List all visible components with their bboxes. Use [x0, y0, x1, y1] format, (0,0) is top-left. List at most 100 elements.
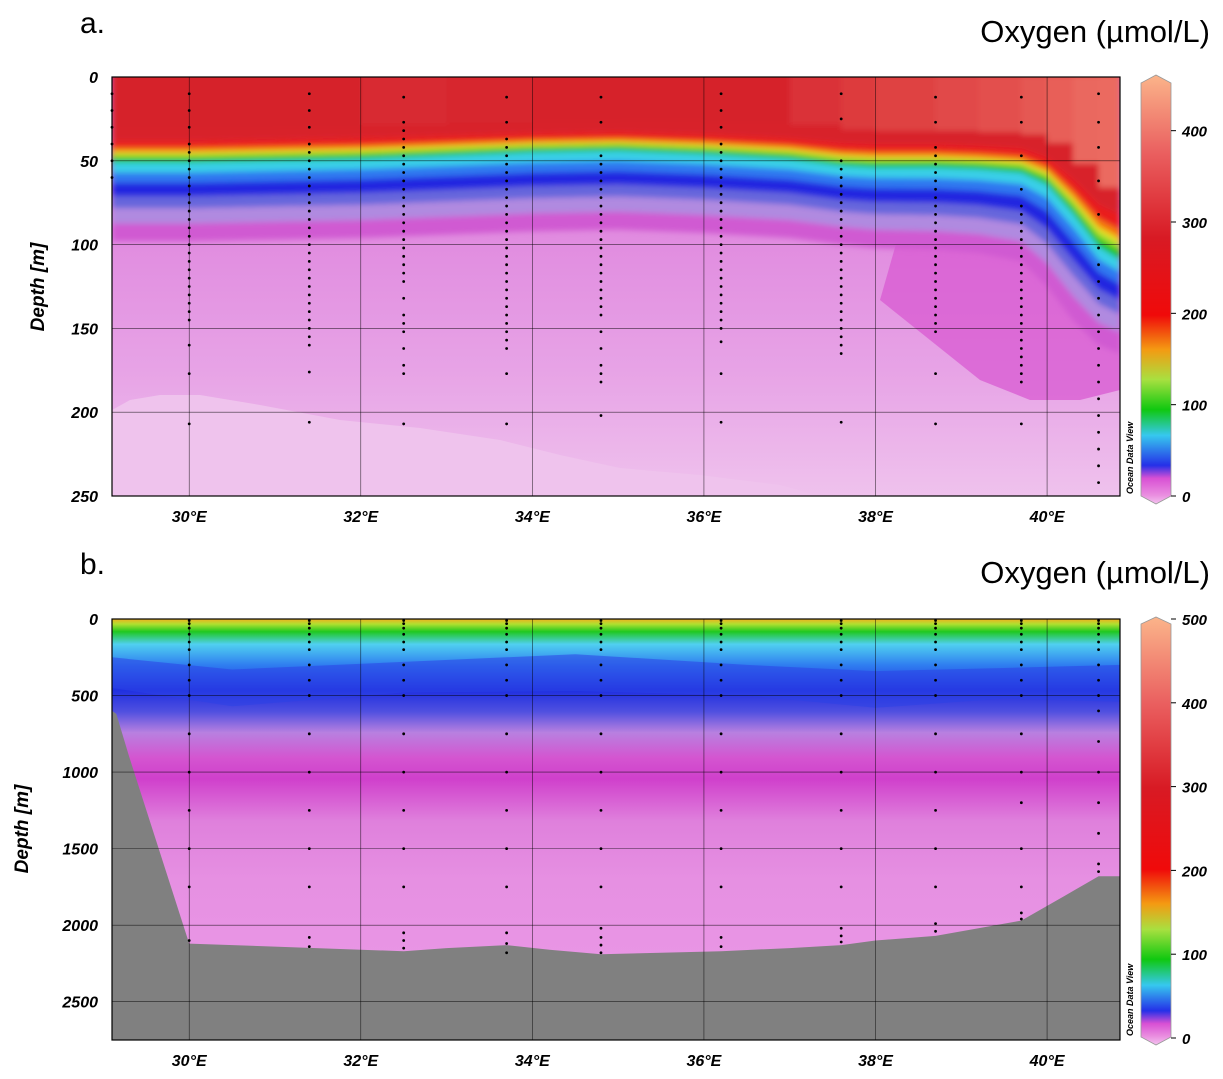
panel-b-watermark: Ocean Data View — [1125, 963, 1135, 1036]
surface-oxygen-cell — [360, 77, 448, 125]
sample-point — [599, 770, 603, 774]
sample-point — [402, 694, 406, 697]
sample-point — [402, 770, 406, 774]
sample-point — [839, 626, 843, 630]
sample-point — [839, 192, 843, 196]
sample-point — [599, 347, 603, 350]
sample-point — [599, 162, 603, 166]
sample-point — [839, 184, 843, 188]
oxygen-contour-band — [112, 211, 1120, 354]
colorbar-tick-label: 300 — [1182, 780, 1208, 797]
sample-point — [1019, 917, 1023, 921]
panel-b-label: b. — [80, 548, 105, 581]
sample-point — [839, 201, 843, 205]
sample-point — [934, 246, 937, 250]
sample-point — [187, 847, 191, 851]
sample-point — [402, 179, 406, 183]
sample-point — [505, 330, 509, 334]
sample-point — [599, 885, 603, 889]
sample-point — [187, 343, 191, 347]
sample-point — [307, 945, 311, 949]
sample-point — [187, 301, 191, 305]
sample-point — [599, 632, 603, 636]
sample-point — [839, 176, 843, 179]
sample-point — [599, 372, 603, 376]
sample-point — [505, 280, 509, 283]
sample-point — [839, 209, 843, 213]
sample-point — [719, 936, 723, 939]
sample-point — [599, 936, 603, 939]
sample-point — [307, 770, 311, 774]
sample-point — [934, 95, 937, 99]
sample-point — [1019, 847, 1023, 851]
sample-point — [505, 246, 509, 250]
sample-point — [934, 187, 937, 191]
sample-point — [402, 847, 406, 851]
sample-point — [1019, 770, 1023, 774]
sample-point — [1097, 862, 1100, 866]
sample-point — [934, 162, 937, 166]
colorbar-tick-label: 200 — [1181, 306, 1208, 323]
sample-point — [1019, 640, 1023, 644]
sample-point — [505, 145, 509, 149]
sample-point — [402, 808, 406, 812]
sample-point — [839, 678, 843, 682]
sample-point — [839, 619, 843, 622]
sample-point — [719, 340, 723, 344]
sample-point — [599, 663, 603, 667]
sample-point — [839, 226, 843, 230]
panel-b-frame — [111, 618, 1121, 1041]
sample-point — [934, 313, 937, 317]
sample-point — [839, 648, 843, 652]
y-tick-label: 50 — [80, 154, 98, 171]
sample-point — [839, 885, 843, 889]
sample-point — [187, 732, 191, 736]
sample-point — [187, 192, 191, 196]
sample-point — [505, 120, 509, 124]
sample-point — [1019, 626, 1023, 630]
sample-point — [402, 640, 406, 644]
sample-point — [187, 159, 191, 163]
oxygen-contour-band — [112, 146, 1120, 260]
sample-point — [402, 120, 406, 124]
sample-point — [1097, 120, 1100, 124]
sample-point — [505, 204, 509, 208]
sample-point — [934, 640, 937, 644]
sample-point — [505, 808, 509, 812]
sample-point — [505, 196, 509, 200]
sample-point — [505, 296, 509, 300]
sample-point — [934, 626, 937, 630]
sample-point — [1019, 213, 1023, 216]
colorbar-tick-label: 400 — [1181, 124, 1208, 141]
sample-point — [599, 380, 603, 384]
sample-point — [402, 296, 406, 300]
sample-point — [307, 694, 311, 697]
sample-point — [1019, 221, 1023, 225]
sample-point — [505, 229, 509, 233]
sample-point — [505, 770, 509, 774]
sample-point — [187, 885, 191, 889]
sample-point — [1019, 338, 1023, 342]
sample-point — [505, 951, 509, 955]
sample-point — [307, 184, 311, 188]
x-tick-label: 34°E — [515, 1053, 551, 1070]
sample-point — [505, 213, 509, 216]
sample-point — [719, 945, 723, 949]
panel-b-x-axis: 30°E 32°E 34°E 36°E 38°E 40°E — [172, 1053, 1066, 1070]
oxygen-contour-band — [112, 150, 1120, 273]
sample-point — [934, 196, 937, 200]
sample-point — [1097, 179, 1100, 183]
sample-point — [1019, 296, 1023, 300]
sample-point — [187, 285, 191, 288]
sample-point — [505, 288, 509, 292]
sample-point — [719, 192, 723, 196]
surface-oxygen-cell — [1072, 77, 1100, 164]
sample-point — [934, 120, 937, 124]
x-tick-label: 32°E — [343, 509, 379, 526]
sample-point — [187, 808, 191, 812]
x-tick-label: 38°E — [858, 509, 894, 526]
sample-point — [307, 847, 311, 851]
sample-point — [1019, 622, 1023, 625]
sample-point — [1097, 397, 1100, 401]
sample-point — [402, 626, 406, 630]
